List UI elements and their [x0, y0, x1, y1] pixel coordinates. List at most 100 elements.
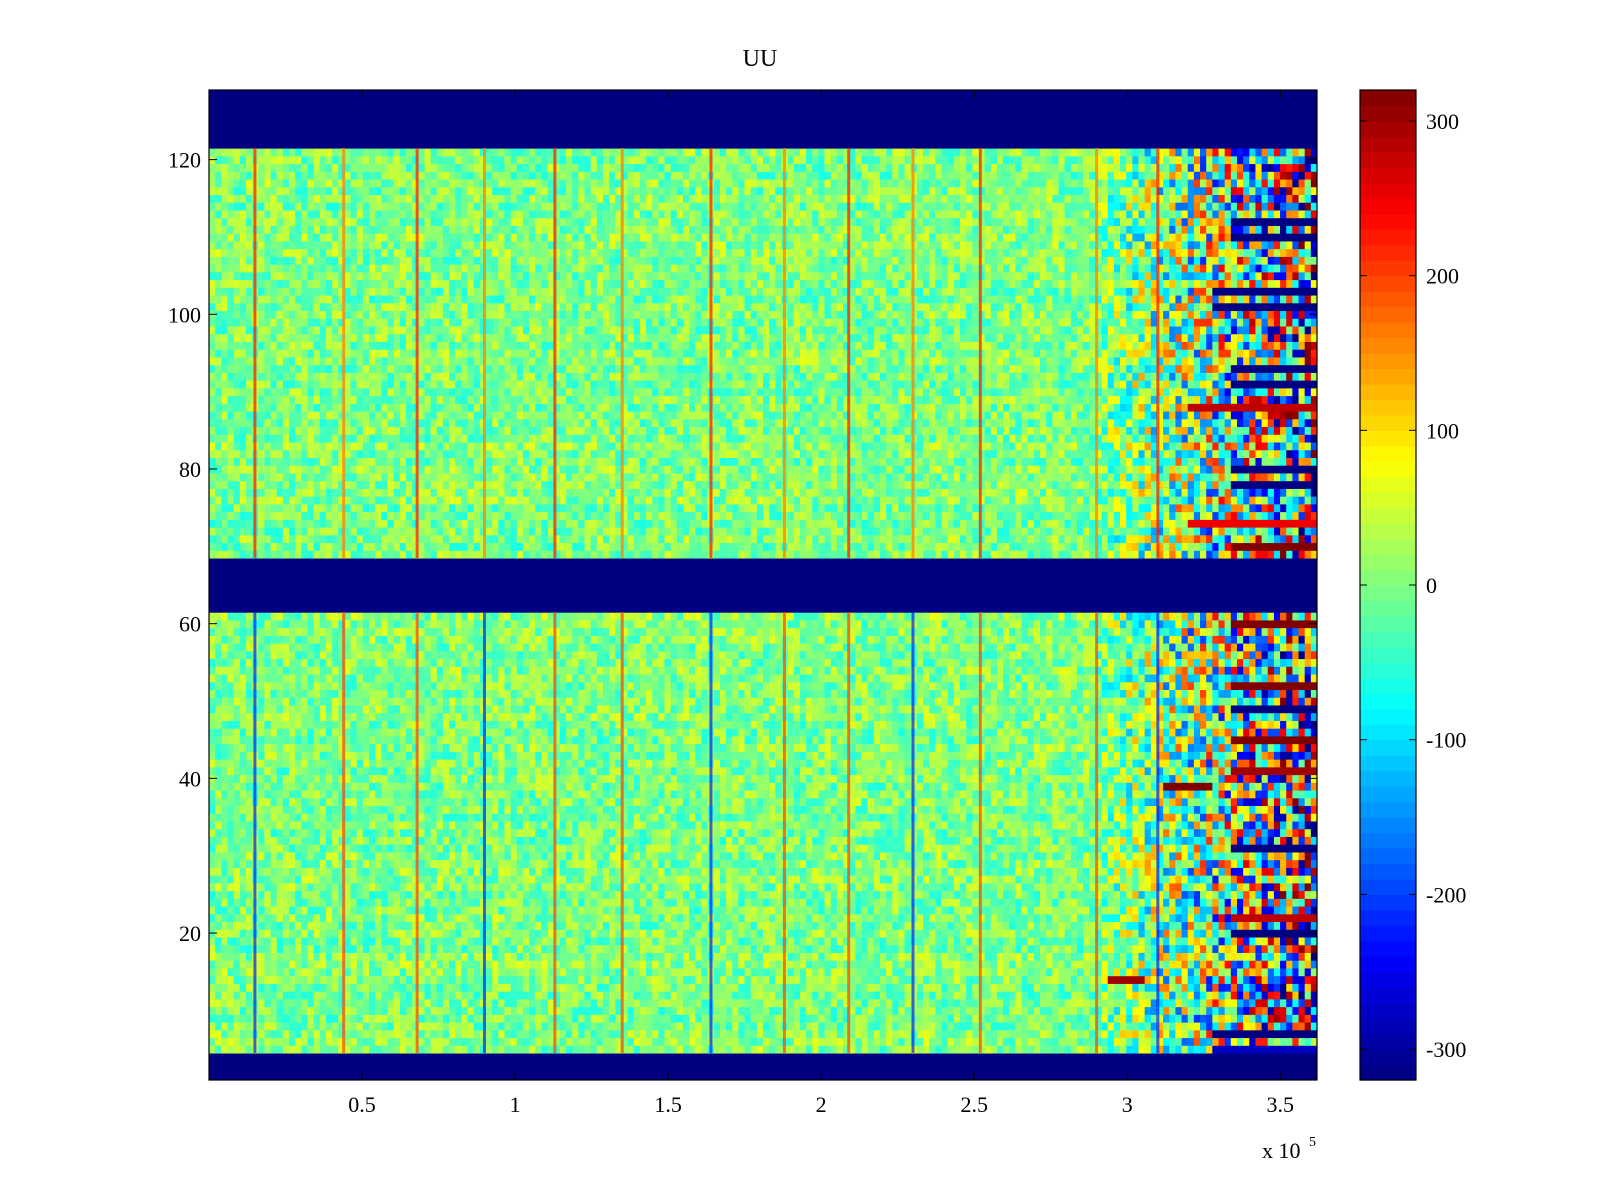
heatmap-cell [504, 936, 512, 946]
heatmap-cell [658, 1060, 666, 1069]
heatmap-cell [904, 1006, 912, 1015]
heatmap-cell [276, 998, 284, 1008]
heatmap-cell [726, 1021, 733, 1031]
heatmap-cell [449, 921, 456, 930]
heatmap-cell [1292, 890, 1300, 899]
heatmap-cell [1120, 1076, 1127, 1080]
heatmap-cell [307, 1076, 315, 1080]
heatmap-cell [873, 1052, 881, 1062]
heatmap-cell [461, 1068, 469, 1077]
heatmap-cell [652, 890, 659, 899]
heatmap-cell [916, 1021, 924, 1031]
heatmap-cell [270, 921, 278, 930]
heatmap-cell [362, 913, 370, 923]
heatmap-cell [1120, 929, 1127, 938]
heatmap-cell [849, 975, 856, 984]
heatmap-cell [1052, 875, 1060, 884]
heatmap-cell [682, 1014, 690, 1023]
heatmap-cell [1310, 1045, 1317, 1054]
heatmap-cell [695, 944, 703, 953]
heatmap-cell [738, 998, 746, 1008]
heatmap-cell [652, 975, 659, 984]
heatmap-cell [843, 890, 850, 899]
heatmap-cell [541, 905, 549, 915]
heatmap-cell [1156, 882, 1164, 892]
heatmap-cell [966, 936, 973, 946]
heatmap-cell [313, 1045, 321, 1054]
heatmap-cell [916, 952, 924, 961]
heatmap-cell [356, 975, 364, 984]
heatmap-cell [701, 1021, 709, 1031]
heatmap-cell [547, 1052, 555, 1062]
heatmap-cell [1230, 1045, 1238, 1054]
heatmap-cell [1033, 1029, 1041, 1039]
heatmap-cell [375, 875, 382, 884]
heatmap-cell [836, 921, 844, 930]
heatmap-cell [1083, 1076, 1090, 1080]
heatmap-cell [215, 960, 222, 969]
heatmap-cell [553, 1076, 561, 1080]
heatmap-cell [1070, 991, 1078, 1000]
heatmap-cell [621, 975, 629, 984]
heatmap-cell [209, 998, 216, 1008]
heatmap-cell [1200, 1014, 1207, 1023]
heatmap-cell [289, 905, 296, 915]
heatmap-cell [719, 1029, 727, 1039]
heatmap-cell [1058, 991, 1066, 1000]
heatmap-cell [1021, 1045, 1029, 1054]
heatmap-cell [473, 890, 481, 899]
heatmap-cell [356, 867, 364, 876]
heatmap-cell [990, 960, 998, 969]
heatmap-cell [467, 882, 475, 892]
heatmap-cell [276, 905, 284, 915]
heatmap-cell [769, 1068, 776, 1077]
heatmap-cell [1120, 975, 1127, 984]
heatmap-cell [461, 905, 469, 915]
heatmap-cell [282, 867, 290, 876]
heatmap-cell [424, 944, 432, 953]
heatmap-cell [319, 1052, 327, 1062]
heatmap-cell [1052, 998, 1060, 1008]
heatmap-cell [830, 960, 838, 969]
heatmap-cell [289, 936, 296, 946]
heatmap-cell [738, 944, 746, 953]
heatmap-cell [1273, 921, 1281, 930]
heatmap-cell [221, 1029, 229, 1039]
heatmap-cell [1009, 998, 1016, 1008]
heatmap-cell [356, 967, 364, 977]
heatmap-cell [1156, 975, 1164, 984]
heatmap-cell [695, 998, 703, 1008]
heatmap-cell [658, 1021, 666, 1031]
heatmap-cell [1261, 898, 1269, 907]
heatmap-cell [769, 1029, 776, 1039]
heatmap-cell [984, 929, 992, 938]
heatmap-cell [996, 1052, 1004, 1062]
heatmap-cell [793, 875, 801, 884]
heatmap-cell [627, 1045, 635, 1054]
heatmap-cell [449, 1037, 456, 1046]
heatmap-cell [652, 967, 659, 977]
chart-title: UU [743, 46, 778, 72]
heatmap-cell [449, 952, 456, 961]
heatmap-cell [325, 1037, 333, 1046]
heatmap-cell [713, 1029, 721, 1039]
heatmap-cell [412, 1014, 419, 1023]
heatmap-cell [1163, 936, 1170, 946]
heatmap-cell [609, 882, 616, 892]
heatmap-cell [664, 952, 672, 961]
heatmap-cell [559, 1006, 567, 1015]
heatmap-cell [947, 991, 955, 1000]
heatmap-cell [1052, 960, 1060, 969]
heatmap-cell [436, 1068, 444, 1077]
heatmap-cell [504, 905, 512, 915]
heatmap-cell [1089, 1076, 1096, 1080]
heatmap-cell [1224, 967, 1232, 977]
heatmap-cell [892, 1006, 900, 1015]
heatmap-cell [387, 1052, 395, 1062]
heatmap-cell [1083, 1006, 1090, 1015]
heatmap-cell [270, 1068, 278, 1077]
heatmap-cell [412, 905, 419, 915]
heatmap-cell [941, 1037, 949, 1046]
heatmap-cell [461, 890, 469, 899]
heatmap-cell [719, 875, 727, 884]
